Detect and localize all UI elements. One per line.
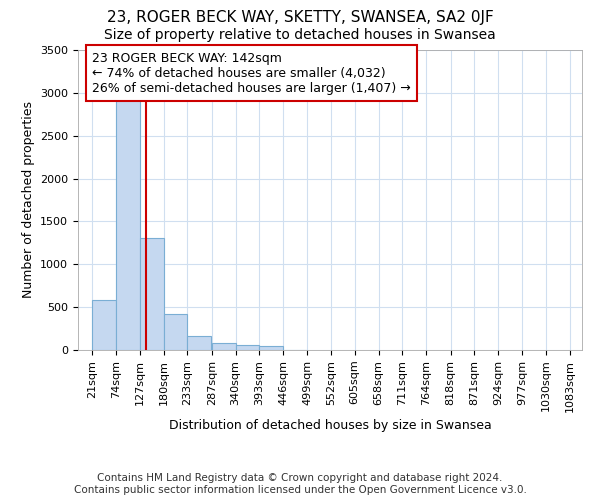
Bar	[212, 342, 235, 350]
Bar	[259, 346, 283, 350]
Y-axis label: Number of detached properties: Number of detached properties	[22, 102, 35, 298]
Text: 23, ROGER BECK WAY, SKETTY, SWANSEA, SA2 0JF: 23, ROGER BECK WAY, SKETTY, SWANSEA, SA2…	[107, 10, 493, 25]
Text: Size of property relative to detached houses in Swansea: Size of property relative to detached ho…	[104, 28, 496, 42]
X-axis label: Distribution of detached houses by size in Swansea: Distribution of detached houses by size …	[169, 418, 491, 432]
Bar	[116, 100, 140, 350]
Text: 23 ROGER BECK WAY: 142sqm
← 74% of detached houses are smaller (4,032)
26% of se: 23 ROGER BECK WAY: 142sqm ← 74% of detac…	[92, 52, 410, 94]
Bar	[235, 346, 259, 350]
Bar	[163, 314, 187, 350]
Text: Contains HM Land Registry data © Crown copyright and database right 2024.
Contai: Contains HM Land Registry data © Crown c…	[74, 474, 526, 495]
Bar	[187, 336, 211, 350]
Bar	[92, 300, 116, 350]
Bar	[140, 238, 163, 350]
